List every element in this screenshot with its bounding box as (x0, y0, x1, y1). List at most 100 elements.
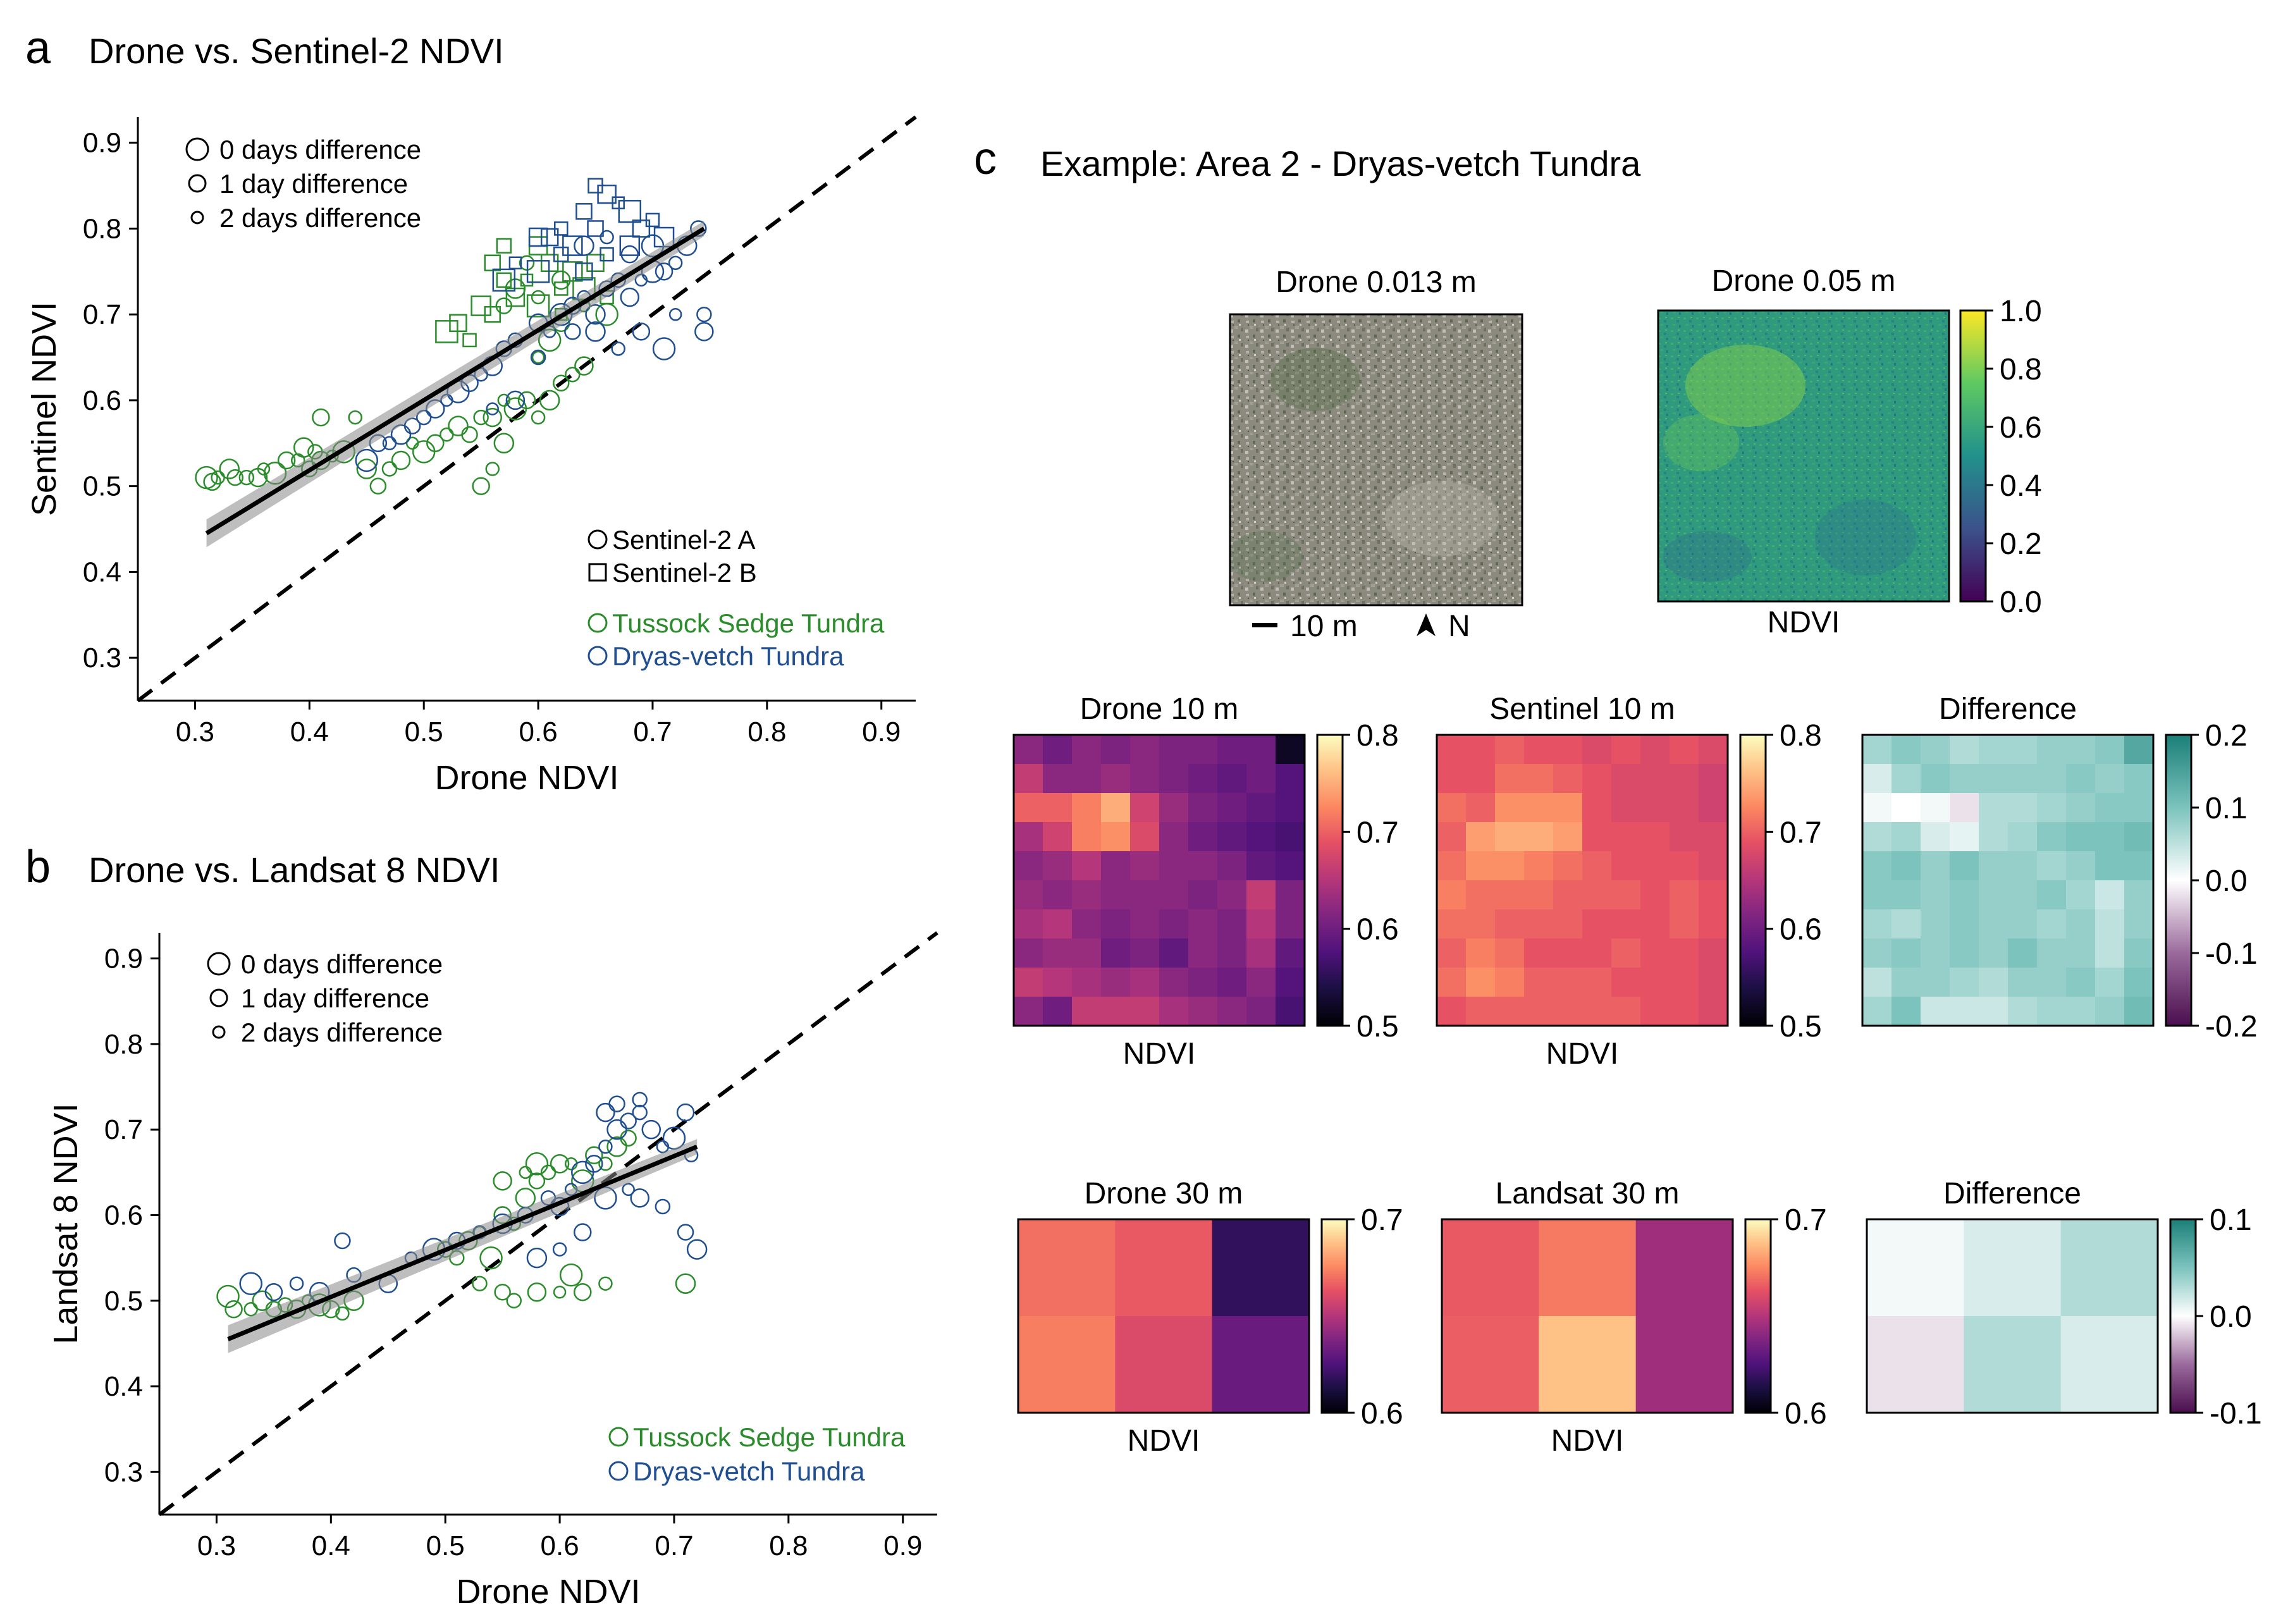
heatmap-cell (1246, 938, 1276, 968)
heatmap-cell (2095, 938, 2125, 968)
heatmap-cell (1276, 880, 1305, 910)
legend-label-tussock-b: Tussock Sedge Tundra (633, 1422, 906, 1452)
heatmap-cell (1640, 851, 1670, 881)
heatmap-cell (1699, 851, 1728, 881)
data-point-circle (426, 434, 445, 453)
heatmap-cell (2124, 822, 2154, 852)
heatmap-cell (2008, 938, 2038, 968)
data-point-circle (483, 407, 502, 428)
panel-letter-b: b (25, 842, 51, 892)
data-point-circle (412, 440, 436, 464)
legend-sensors-a: Sentinel-2 A Sentinel-2 B (587, 525, 757, 587)
high-ndvi-patch (1685, 345, 1805, 427)
heatmap-cell (1867, 1316, 1964, 1413)
heatmap-cell (1217, 880, 1247, 910)
x-tick-label: 0.6 (519, 717, 558, 747)
heatmap-cell (1188, 735, 1218, 765)
x-tick-label: 0.9 (862, 717, 901, 747)
data-point-circle (540, 1164, 557, 1181)
colorbar-tick-label: 0.5 (1780, 1010, 1822, 1043)
data-point-circle (585, 1146, 603, 1165)
heatmap-cell (1950, 997, 1979, 1026)
heatmap-cell (1553, 793, 1583, 823)
data-point-circle (655, 1198, 671, 1215)
data-point-circle (620, 245, 639, 264)
heatmap-cell (1862, 793, 1892, 823)
heatmap-cell (2008, 793, 2038, 823)
heatmap-cell (1862, 909, 1892, 939)
heatmap-cell (1582, 735, 1612, 765)
colorbar-tick-label: 0.0 (2210, 1300, 2252, 1334)
colorbar (1739, 734, 1767, 1027)
heatmap-cell (1670, 822, 1699, 852)
data-point-circle (564, 323, 581, 340)
heatmap-cell (2037, 997, 2067, 1026)
data-point-circle (494, 1283, 511, 1301)
map-xlabel: NDVI (1546, 1037, 1619, 1071)
heatmap-cell (1611, 968, 1641, 997)
data-point-square (526, 260, 550, 283)
low-ndvi-patch (1663, 531, 1752, 582)
y-tick-label: 0.5 (83, 471, 121, 502)
heatmap-cell (1524, 851, 1554, 881)
heatmap-cell (1276, 764, 1305, 794)
heatmap-cell (1539, 1316, 1637, 1413)
heatmap-cell (1979, 735, 2008, 765)
colorbar (1959, 309, 1987, 603)
heatmap-cell (1246, 851, 1276, 881)
heatmap-cell (1921, 822, 1950, 852)
x-tick-label: 0.5 (405, 717, 443, 747)
colorbar-tick-label: 0.7 (1356, 816, 1399, 849)
data-point-circle (461, 426, 478, 443)
heatmap-cell (1130, 822, 1160, 852)
heatmap-cell (1950, 764, 1979, 794)
heatmap-cell (2124, 764, 2154, 794)
heatmap-cell (1437, 938, 1467, 968)
heatmap-cell (1115, 1219, 1213, 1317)
data-point-circle (641, 1119, 661, 1140)
colorbar (2169, 1218, 2197, 1414)
legend-marker-0days-b (207, 952, 231, 976)
data-point-circle (553, 1285, 567, 1299)
heatmap-cell (1553, 764, 1583, 794)
heatmap-cell (1862, 968, 1892, 997)
map-frame (1229, 313, 1523, 606)
heatmap-cell (1018, 1219, 1116, 1317)
heatmap-cell (1862, 851, 1892, 881)
heatmap-cell (1188, 938, 1218, 968)
heatmap-cell (1524, 764, 1554, 794)
legend-marker-tussock-b (608, 1427, 629, 1447)
data-point-circle (676, 1103, 695, 1122)
heatmap-cell (1670, 997, 1699, 1026)
heatmap-cell (1072, 764, 1102, 794)
panel-title-c: Example: Area 2 - Dryas-vetch Tundra (1040, 144, 1641, 183)
colorbar-tick-label: 0.1 (2210, 1203, 2252, 1237)
map-frame (1436, 734, 1729, 1027)
panel-b: b Drone vs. Landsat 8 NDVI 0.3 0.4 0.5 0.6 0… (25, 842, 938, 1611)
data-point-circle (608, 1095, 625, 1112)
heatmap-cell (1640, 735, 1670, 765)
heatmap-cell (2066, 764, 2096, 794)
y-tick-label: 0.6 (104, 1200, 143, 1231)
heatmap-cell (2066, 880, 2096, 910)
data-point-circle (381, 461, 398, 477)
heatmap-cell (1014, 764, 1043, 794)
heatmap-cell (1582, 793, 1612, 823)
heatmap-cell (1699, 793, 1728, 823)
scalebar-label: 10 m (1290, 610, 1358, 643)
data-point-circle (553, 374, 570, 392)
y-tick-label: 0.5 (104, 1286, 143, 1317)
bright-patch (1385, 481, 1499, 557)
heatmap-cell (1188, 793, 1218, 823)
heatmap-cell (1495, 880, 1525, 910)
heatmap-cell (1466, 968, 1496, 997)
heatmap-cell (1582, 997, 1612, 1026)
north-arrow-icon (1417, 613, 1436, 636)
heatmap-cell (2066, 938, 2096, 968)
colorbar-tick-label: 0.6 (2000, 411, 2042, 445)
heatmap-cell (2124, 851, 2154, 881)
heatmap-cell (1640, 938, 1670, 968)
heatmap-cell (1862, 997, 1892, 1026)
heatmap-cell (1979, 968, 2008, 997)
